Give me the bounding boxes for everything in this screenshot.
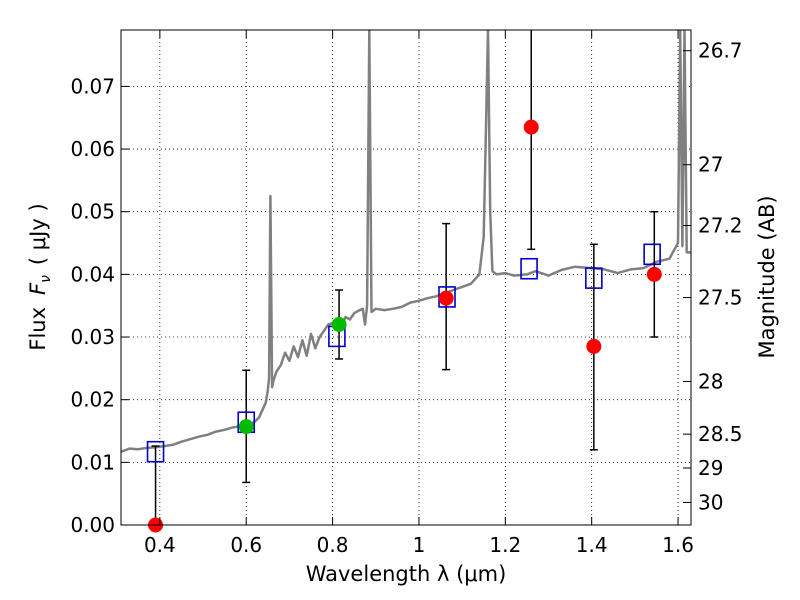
x-tick-label: 0.4 <box>144 533 176 557</box>
x-tick-label: 0.6 <box>230 533 262 557</box>
data-point <box>238 419 254 435</box>
data-point <box>523 119 539 135</box>
svg-text:FluxFν( μJy ): Flux Fν ( μJy ) <box>26 203 54 350</box>
y-tick-label: 0.02 <box>70 388 115 412</box>
y2-tick-label: 27.2 <box>698 213 743 237</box>
x-tick-label: 1 <box>413 533 426 557</box>
x-tick-label: 0.8 <box>317 533 349 557</box>
data-point <box>438 290 454 306</box>
x-tick-label: 1.2 <box>489 533 521 557</box>
y-tick-label: 0.03 <box>70 325 115 349</box>
model-square <box>643 243 661 266</box>
axes: 0.4 0.6 0.8 1 1.2 1.4 1.6 0.00 0.01 0.02 0.03 0.04 0… <box>70 30 743 557</box>
y-label-symbol: F <box>26 282 50 295</box>
y-tick-label: 0.04 <box>70 262 115 286</box>
y2-tick-label: 30 <box>698 490 723 514</box>
y2-tick-label: 27.5 <box>698 286 743 310</box>
y-tick-label: 0.00 <box>70 513 115 537</box>
y-axis-label: Flux Fν ( μJy ) <box>26 203 54 350</box>
y-tick-label: 0.06 <box>70 137 115 161</box>
y2-axis-label: Magnitude (AB) <box>755 195 779 358</box>
data-point <box>586 338 602 354</box>
model-square <box>520 257 538 280</box>
y2-tick-label: 27 <box>698 153 723 177</box>
plot-frame <box>120 29 692 526</box>
y-tick-label: 0.07 <box>70 74 115 98</box>
x-tick-label: 1.6 <box>662 533 694 557</box>
model-square <box>585 267 603 289</box>
y-label-subscript: ν <box>38 275 54 283</box>
data-point <box>331 316 347 332</box>
y-label-prefix: Flux <box>26 307 50 351</box>
y-tick-label: 0.01 <box>70 450 115 474</box>
y-label-units: ( μJy ) <box>26 203 50 265</box>
y2-tick-label: 26.7 <box>698 39 743 63</box>
x-axis-label: Wavelength λ (μm) <box>306 562 507 586</box>
x-tick-label: 1.4 <box>576 533 608 557</box>
model-square <box>146 440 165 463</box>
data-point <box>646 266 662 282</box>
data-points <box>148 119 662 533</box>
plot-background <box>121 30 691 525</box>
y2-tick-label: 28.5 <box>698 422 743 446</box>
y2-tick-label: 28 <box>698 370 723 394</box>
y2-tick-label: 29 <box>698 456 723 480</box>
y-tick-label: 0.05 <box>70 200 115 224</box>
